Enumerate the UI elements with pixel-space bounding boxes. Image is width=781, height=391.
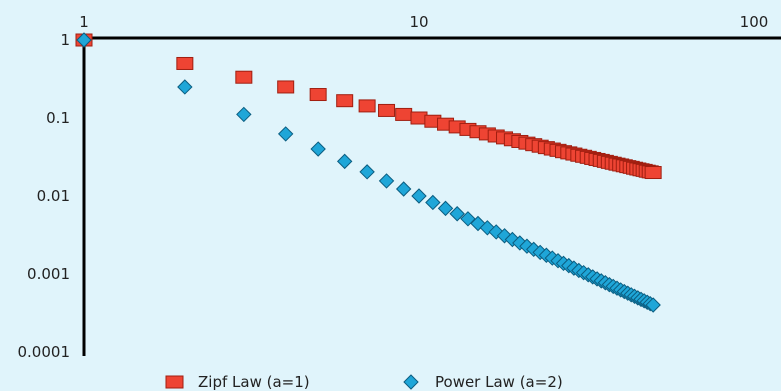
- plot-points: [75, 32, 662, 313]
- power-law-point: [76, 32, 92, 48]
- legend-label: Zipf Law (a=1): [198, 373, 310, 391]
- legend: Zipf Law (a=1) Power Law (a=2): [165, 373, 563, 391]
- zipf-point: [644, 166, 662, 180]
- zipf-point: [358, 99, 376, 113]
- power-law-point: [395, 181, 412, 197]
- power-law-point: [378, 173, 395, 189]
- power-law-point: [359, 164, 375, 180]
- zipf-point: [235, 70, 253, 84]
- power-law-point: [645, 297, 661, 313]
- y-tick-label: 0.001: [27, 265, 70, 283]
- power-law-point: [336, 153, 353, 170]
- power-law-point: [449, 206, 465, 222]
- power-law-point: [310, 141, 326, 157]
- power-law-point: [460, 211, 476, 227]
- y-tick-label: 1: [60, 31, 70, 49]
- zipf-point: [336, 94, 354, 108]
- x-tick-label: 100: [740, 13, 769, 31]
- power-law-point: [437, 200, 454, 217]
- power-law-point: [177, 79, 193, 95]
- y-tick-label: 0.0001: [18, 343, 71, 361]
- y-tick-labels: 1 0.1 0.01 0.001 0.0001: [18, 31, 71, 361]
- y-tick-label: 0.1: [46, 109, 70, 127]
- zipf-point: [309, 88, 327, 102]
- x-tick-labels: 1 10 100: [79, 13, 768, 31]
- zipf-point: [277, 80, 295, 94]
- zipf-point: [378, 103, 396, 117]
- legend-zipf-marker: [165, 375, 184, 389]
- power-law-point: [411, 188, 427, 204]
- x-tick-label: 10: [409, 13, 428, 31]
- power-law-point: [236, 106, 252, 123]
- power-law-point: [425, 194, 441, 211]
- legend-label: Power Law (a=2): [435, 373, 563, 391]
- power-law-point: [277, 126, 294, 142]
- y-tick-label: 0.01: [37, 187, 70, 205]
- zipf-point: [395, 107, 413, 121]
- legend-power-law-marker: [403, 374, 419, 390]
- series-zipf-law-a-1: [75, 33, 662, 180]
- x-tick-label: 1: [79, 13, 89, 31]
- zipf-point: [176, 56, 194, 70]
- series-power-law-a-2: [76, 32, 661, 313]
